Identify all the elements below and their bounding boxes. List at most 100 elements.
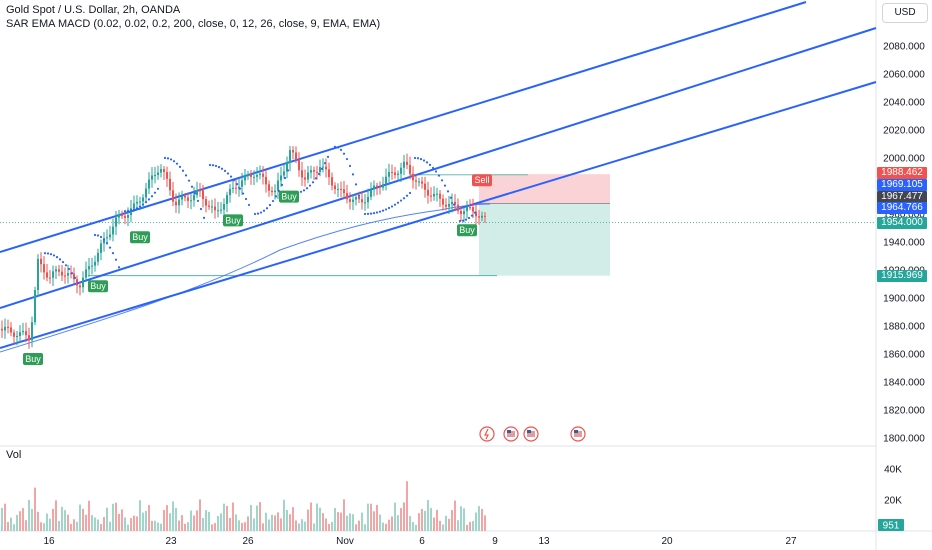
us-flag-icon[interactable]	[523, 426, 539, 442]
sar-dot	[378, 210, 382, 213]
volume-bar	[115, 502, 117, 531]
candle-body	[73, 273, 75, 280]
candle-body	[421, 181, 423, 184]
candle-body	[82, 277, 84, 288]
candle-body	[385, 176, 387, 184]
volume-bar	[442, 524, 444, 531]
sar-dot	[311, 181, 315, 184]
price-axis: 2080.000 2060.000 2040.000 2020.000 2000.000…	[878, 42, 925, 532]
volume-bar	[190, 510, 192, 531]
volume-bar	[217, 515, 219, 531]
volume-bar	[241, 522, 243, 531]
candle-body	[412, 173, 414, 181]
volume-bar	[82, 508, 84, 531]
volume-bar	[271, 514, 273, 531]
sar-dot	[129, 209, 133, 212]
volume-bar	[151, 520, 153, 531]
candle-body	[46, 272, 48, 278]
sar-dot	[52, 254, 56, 257]
volume-bar	[373, 511, 375, 531]
price-tick-label: 1860.000	[883, 350, 925, 361]
sar-dot	[473, 211, 477, 214]
candle-body	[133, 203, 135, 209]
buy-signal-box	[23, 353, 43, 365]
sar-dot	[49, 253, 53, 256]
us-flag-icon[interactable]	[503, 426, 519, 442]
candle-body	[442, 198, 444, 205]
candle-body	[406, 161, 408, 165]
candle-body	[310, 170, 312, 173]
sar-dot	[99, 235, 103, 239]
volume-bar	[370, 503, 372, 531]
sar-dot	[132, 208, 136, 211]
volume-bar	[415, 524, 417, 531]
sar-dot	[169, 158, 173, 161]
sar-dot	[467, 216, 471, 220]
candle-body	[238, 186, 240, 189]
volume-bar	[256, 505, 258, 531]
volume-bar	[97, 519, 99, 531]
volume-bar	[427, 500, 429, 531]
sar-dot	[443, 184, 447, 187]
sell-signal: Sell	[472, 174, 492, 187]
volume-bar	[394, 502, 396, 531]
volume-bar	[295, 520, 297, 531]
candle-body	[343, 189, 345, 194]
candle-body	[22, 331, 24, 333]
sar-dot	[202, 216, 206, 219]
candle-body	[436, 193, 438, 195]
sar-dot	[422, 159, 426, 162]
candle-body	[370, 189, 372, 197]
volume-bar	[436, 509, 438, 531]
sar-dot	[413, 156, 417, 160]
volume-label[interactable]: Vol	[6, 449, 22, 461]
sar-dot	[55, 256, 59, 259]
volume-bar	[163, 510, 165, 531]
volume-bar	[109, 521, 111, 531]
volume-bar	[409, 516, 411, 531]
volume-bar	[472, 521, 474, 531]
volume-bar	[313, 523, 315, 531]
volume-bar	[58, 520, 60, 531]
volume-bar	[385, 523, 387, 531]
sar-dot	[405, 194, 409, 197]
candle-body	[397, 173, 399, 176]
volume-bar	[88, 500, 90, 531]
candle-body	[427, 189, 429, 196]
sar-dot	[211, 164, 215, 167]
candle-body	[367, 196, 369, 203]
candle-body	[322, 166, 324, 168]
sar-dot	[196, 199, 200, 202]
candle-body	[109, 234, 111, 238]
candle-body	[217, 210, 219, 212]
volume-bar	[439, 520, 441, 531]
sar-dot	[193, 192, 197, 195]
sar-dot	[434, 170, 438, 173]
sar-dot	[390, 205, 394, 208]
indicator-legend[interactable]: SAR EMA MACD (0.02, 0.02, 0.2, 200, clos…	[6, 18, 381, 30]
volume-bar	[223, 503, 225, 531]
volume-bar	[307, 509, 309, 531]
volume-bar	[112, 503, 114, 531]
currency-button[interactable]: USD	[882, 3, 928, 23]
volume-bar	[301, 519, 303, 531]
time-tick-label: 6	[419, 536, 425, 547]
candle-body	[277, 180, 279, 191]
volume-bar	[232, 502, 234, 531]
volume-bar	[214, 523, 216, 531]
candle-body	[430, 195, 432, 197]
sar-dot	[393, 203, 397, 206]
candle-body	[379, 186, 381, 188]
sar-dot	[280, 183, 284, 186]
candle-body	[268, 184, 270, 191]
sar-dot	[117, 266, 121, 269]
volume-bar	[61, 506, 63, 531]
sar-dot	[336, 146, 340, 149]
price-tick-label: 2020.000	[883, 126, 925, 137]
lightning-event-icon[interactable]	[479, 426, 495, 442]
sar-dot	[256, 212, 260, 215]
candle-body	[37, 258, 39, 291]
us-flag-icon[interactable]	[570, 426, 586, 442]
sar-dot	[458, 219, 462, 223]
